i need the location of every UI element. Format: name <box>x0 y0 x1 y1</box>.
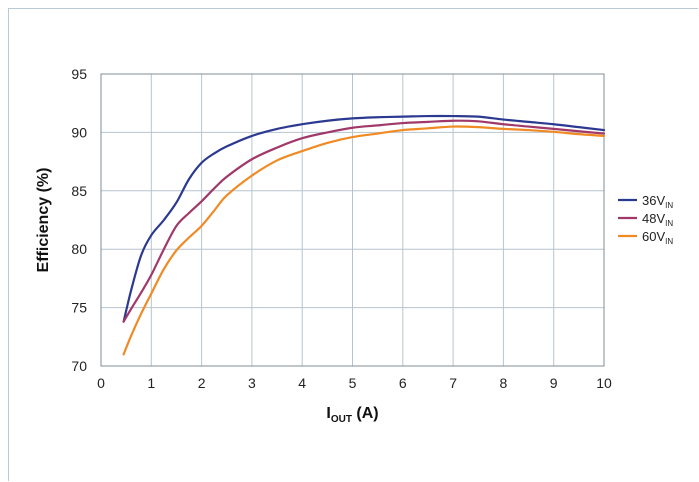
x-tick-label: 0 <box>97 375 105 391</box>
x-axis-title-suffix: (A) <box>352 405 379 422</box>
legend-label-sub: IN <box>665 219 673 228</box>
legend-label-main: 48V <box>642 211 665 226</box>
x-tick-label: 2 <box>198 375 206 391</box>
x-axis-title: IOUT (A) <box>326 405 378 425</box>
x-tick-label: 7 <box>449 375 457 391</box>
y-tick-label: 85 <box>71 183 87 199</box>
legend-label-main: 36V <box>642 193 665 208</box>
x-tick-label: 4 <box>298 375 306 391</box>
legend-label-48v-in: 48VIN <box>642 211 673 228</box>
legend-label-sub: IN <box>665 237 673 246</box>
series-line-36v-in <box>122 114 606 323</box>
series-line-60v-in <box>122 125 606 356</box>
legend-label-main: 60V <box>642 229 665 244</box>
legend-label-60v-in: 60VIN <box>642 229 673 246</box>
legend-label-36v-in: 36VIN <box>642 193 673 210</box>
y-axis-title: Efficiency (%) <box>35 168 52 273</box>
x-tick-label: 6 <box>399 375 407 391</box>
y-tick-labels: 70 75 80 85 90 95 <box>71 66 87 374</box>
y-tick-label: 90 <box>71 124 87 140</box>
x-tick-labels: 0 1 2 3 4 5 6 7 8 9 10 <box>97 375 612 391</box>
x-tick-label: 5 <box>349 375 357 391</box>
x-axis-title-sub: OUT <box>331 414 352 425</box>
y-tick-label: 70 <box>71 358 87 374</box>
plot-border <box>100 73 605 367</box>
y-tick-label: 75 <box>71 300 87 316</box>
y-tick-label: 80 <box>71 241 87 257</box>
series-line-48v-in <box>122 119 606 323</box>
x-tick-label: 1 <box>147 375 155 391</box>
chart-frame <box>8 8 698 481</box>
x-axis-title-main: I <box>326 405 330 422</box>
x-tick-label: 3 <box>248 375 256 391</box>
x-tick-label: 8 <box>500 375 508 391</box>
series-lines <box>122 114 606 356</box>
x-tick-label: 9 <box>550 375 558 391</box>
x-tick-label: 10 <box>596 375 612 391</box>
legend-label-sub: IN <box>665 201 673 210</box>
y-tick-label: 95 <box>71 66 87 82</box>
